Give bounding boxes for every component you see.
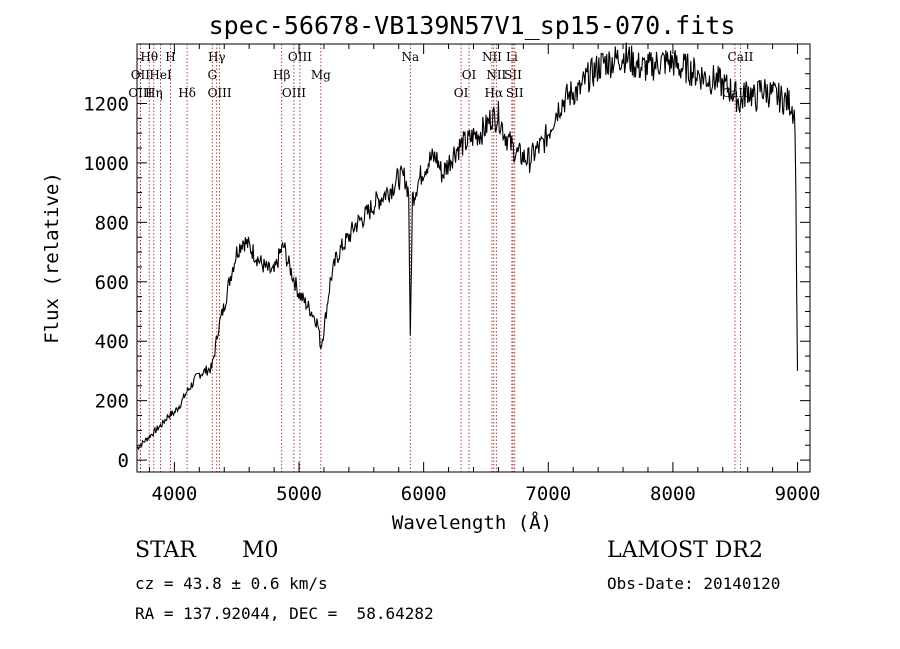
x-tick-label: 7000 <box>525 483 571 505</box>
line-marker-label: NII <box>482 50 502 64</box>
line-marker-label: Hγ <box>208 50 226 64</box>
y-tick-label: 0 <box>118 450 129 472</box>
object-subclass: M0 <box>242 538 279 563</box>
line-marker-label: H <box>165 50 175 64</box>
line-marker-label: Hδ <box>178 86 196 100</box>
line-marker-label: Na <box>401 50 419 64</box>
y-tick-label: 1000 <box>83 153 129 175</box>
line-marker-label: Hα <box>485 86 504 100</box>
emission-line-markers: HθOIIOIIIHηHHeIHδHγGOIIIOIIIHβOIIIMgNaOI… <box>128 44 754 472</box>
chart-title: spec-56678-VB139N57V1_sp15-070.fits <box>209 11 736 40</box>
spectrum-series-line <box>136 42 799 451</box>
axis-ticks: 4000 5000 6000 7000 8000 9000 0 200 400 600 800 100… <box>83 44 820 505</box>
x-tick-label: 5000 <box>276 483 322 505</box>
line-marker-label: CaII <box>728 50 754 64</box>
y-tick-label: 400 <box>95 331 129 353</box>
line-marker-label: OI <box>462 68 477 82</box>
y-tick-label: 1200 <box>83 93 129 115</box>
plot-frame <box>136 43 811 473</box>
line-marker-label: OII <box>131 68 151 82</box>
line-marker-label: Hη <box>145 86 163 100</box>
x-tick-label: 8000 <box>650 483 696 505</box>
line-marker-label: OIII <box>288 50 312 64</box>
y-axis-label: Flux (relative) <box>41 172 63 344</box>
line-marker-label: Li <box>506 50 518 64</box>
obs-date-text: Obs-Date: 20140120 <box>607 574 781 593</box>
line-marker-label: OIII <box>282 86 306 100</box>
line-marker-label: HeI <box>149 68 172 82</box>
coordinates-text: RA = 137.92044, DEC = 58.64282 <box>135 604 434 623</box>
x-axis-label: Wavelength (Å) <box>392 511 552 534</box>
line-marker-label: G <box>207 68 217 82</box>
line-marker-label: Hβ <box>273 68 290 82</box>
redshift-text: cz = 43.8 ± 0.6 km/s <box>135 574 328 593</box>
line-marker-label: OIII <box>128 86 152 100</box>
line-marker-label: Hθ <box>140 50 158 64</box>
line-marker-label: SII <box>506 86 524 100</box>
line-marker-label: Mg <box>311 68 331 82</box>
line-marker-label: NII <box>486 68 506 82</box>
line-marker-label: OI <box>454 86 469 100</box>
y-tick-label: 600 <box>95 272 129 294</box>
line-marker-label: SII <box>504 68 522 82</box>
y-tick-label: 200 <box>95 391 129 413</box>
x-tick-label: 4000 <box>152 483 198 505</box>
survey-name: LAMOST DR2 <box>607 538 763 563</box>
x-tick-label: 9000 <box>775 483 821 505</box>
y-tick-label: 800 <box>95 212 129 234</box>
object-class: STAR <box>135 538 196 563</box>
x-tick-label: 6000 <box>401 483 447 505</box>
line-marker-label: OIII <box>208 86 232 100</box>
